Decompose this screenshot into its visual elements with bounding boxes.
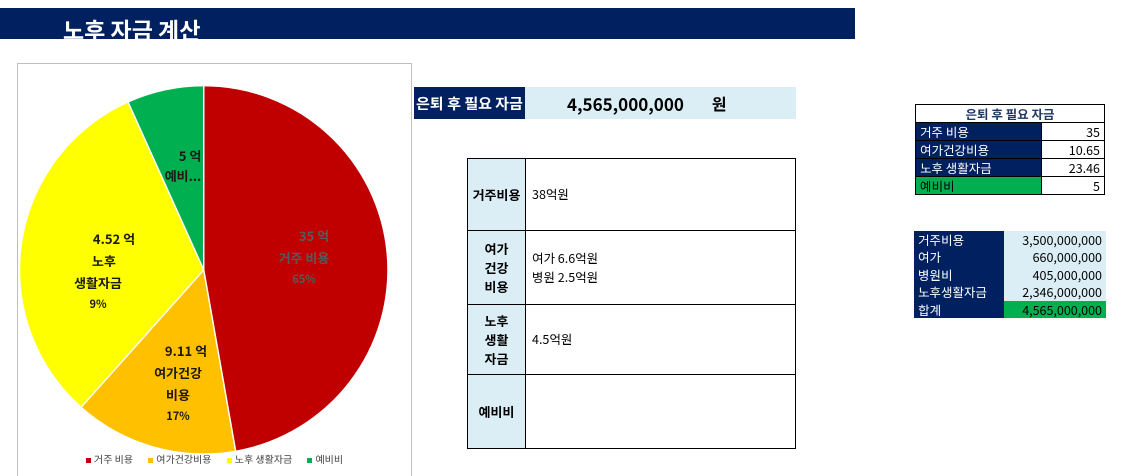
svg-text:거주 비용: 거주 비용 [279, 248, 330, 267]
svg-text:9%: 9% [89, 296, 106, 312]
svg-text:비용: 비용 [166, 385, 190, 404]
svg-text:노후: 노후 [92, 251, 116, 270]
svg-text:여가건강: 여가건강 [154, 363, 202, 382]
svg-text:예비...: 예비... [165, 166, 202, 185]
svg-text:35 억: 35 억 [299, 226, 329, 245]
svg-text:9.11 억: 9.11 억 [165, 341, 207, 360]
svg-text:4.52 억: 4.52 억 [93, 229, 135, 248]
svg-text:생활자금: 생활자금 [74, 273, 122, 292]
svg-text:5 억: 5 억 [179, 146, 202, 165]
svg-text:65%: 65% [292, 271, 316, 287]
svg-text:17%: 17% [166, 408, 190, 424]
